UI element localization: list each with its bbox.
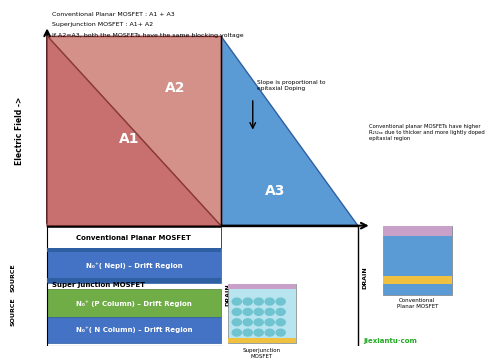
Text: A3: A3 [266, 184, 286, 198]
Circle shape [232, 298, 241, 305]
Circle shape [265, 329, 274, 336]
Bar [383, 276, 452, 284]
Text: Slope is proportional to
epitaxial Doping: Slope is proportional to epitaxial Dopin… [258, 80, 326, 91]
Bar [228, 284, 296, 289]
Circle shape [265, 319, 274, 326]
Text: If A2=A3, both the MOSFETs have the same blocking voltage: If A2=A3, both the MOSFETs have the same… [52, 33, 244, 37]
Text: DRAIN: DRAIN [362, 266, 367, 289]
Bar [47, 317, 221, 343]
Text: N₀⁺ (P Column) – Drift Region: N₀⁺ (P Column) – Drift Region [76, 300, 192, 307]
Text: SOURCE: SOURCE [10, 263, 16, 292]
Polygon shape [221, 36, 358, 226]
Text: N₀⁺( N Column) – Drift Region: N₀⁺( N Column) – Drift Region [76, 327, 192, 333]
Polygon shape [47, 36, 221, 226]
Text: A2: A2 [165, 81, 186, 95]
Bar [47, 248, 221, 283]
Circle shape [254, 329, 264, 336]
Circle shape [276, 298, 285, 305]
Text: jiexiantu·com: jiexiantu·com [363, 338, 417, 344]
Bar [47, 228, 221, 248]
Circle shape [265, 309, 274, 315]
Circle shape [243, 298, 252, 305]
Circle shape [265, 298, 274, 305]
Text: N₀⁺( Nepi) – Drift Region: N₀⁺( Nepi) – Drift Region [86, 262, 182, 269]
Circle shape [243, 309, 252, 315]
Circle shape [254, 319, 264, 326]
Text: DRAIN: DRAIN [225, 283, 230, 306]
Bar [47, 278, 221, 283]
Text: A1: A1 [119, 132, 140, 147]
Circle shape [232, 309, 241, 315]
Text: Superjunction MOSFET : A1+ A2: Superjunction MOSFET : A1+ A2 [52, 22, 153, 27]
Text: Conventional Planar MOSFET: Conventional Planar MOSFET [76, 235, 192, 241]
Text: Conventional Planar MOSFET : A1 + A3: Conventional Planar MOSFET : A1 + A3 [52, 12, 174, 17]
Polygon shape [47, 36, 221, 226]
Text: Super Junction MOSFET: Super Junction MOSFET [52, 282, 145, 288]
Bar [228, 338, 296, 343]
Circle shape [232, 329, 241, 336]
Text: Conventional
Planar MOSFET: Conventional Planar MOSFET [396, 298, 438, 309]
Text: Epitaxial thickness: Epitaxial thickness [96, 218, 172, 224]
Circle shape [254, 298, 264, 305]
Text: Electric Field ->: Electric Field -> [15, 96, 24, 165]
Circle shape [243, 329, 252, 336]
Bar [228, 284, 296, 343]
Circle shape [276, 329, 285, 336]
Text: Superjunction
MOSFET: Superjunction MOSFET [243, 348, 281, 359]
Circle shape [232, 319, 241, 326]
Bar [383, 226, 452, 295]
Bar [47, 289, 221, 317]
Circle shape [276, 309, 285, 315]
Bar [47, 248, 221, 252]
Circle shape [276, 319, 285, 326]
Text: SOURCE: SOURCE [10, 298, 16, 326]
Bar [383, 226, 452, 236]
Circle shape [243, 319, 252, 326]
Polygon shape [47, 36, 221, 226]
Circle shape [254, 309, 264, 315]
Text: Conventional planar MOSFETs have higher
R₂₅₂ₙₑ due to thicker and more lightly d: Conventional planar MOSFETs have higher … [370, 124, 485, 141]
